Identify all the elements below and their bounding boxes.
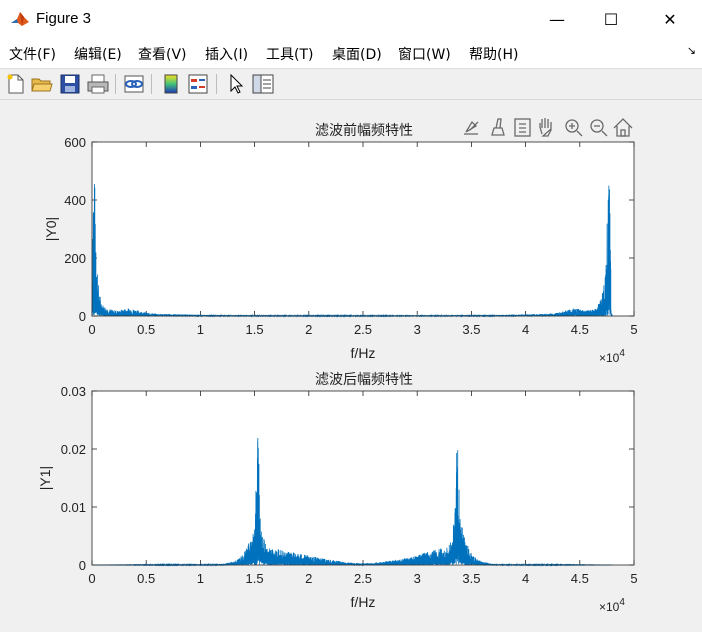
- x-tick-label: 2.5: [354, 322, 372, 337]
- home-icon[interactable]: [613, 118, 633, 137]
- y-axis-label: |Y1|: [37, 466, 53, 490]
- toolbar-separator: [115, 74, 116, 94]
- x-tick-label: 5: [630, 322, 637, 337]
- print-icon[interactable]: [86, 72, 110, 96]
- x-tick-label: 2.5: [354, 571, 372, 586]
- axis-ticks: 0 0.5 1 1.5 2 2.5 3 3.5 4 4.5 5 0 0.01 0.02 0.03: [61, 384, 638, 586]
- zoom-out-icon[interactable]: [590, 119, 608, 137]
- matlab-logo-icon: [10, 9, 30, 29]
- brush-icon[interactable]: [491, 118, 505, 136]
- maximize-button[interactable]: ☐: [603, 9, 619, 29]
- x-tick-label: 3: [414, 571, 421, 586]
- legend-icon[interactable]: [186, 72, 210, 96]
- y-tick-label: 0: [79, 309, 86, 324]
- close-button[interactable]: ✕: [663, 9, 677, 29]
- x-tick-label: 4.5: [571, 571, 589, 586]
- x-tick-label: 4: [522, 322, 529, 337]
- y-tick-label: 0.02: [61, 442, 86, 457]
- toolbar: [0, 69, 702, 100]
- y-tick-label: 0.01: [61, 500, 86, 515]
- menu-window[interactable]: 窗口(W): [398, 47, 451, 63]
- toolbar-separator: [216, 74, 217, 94]
- chart-title: 滤波后幅频特性: [315, 371, 413, 387]
- figure-canvas: 滤波前幅频特性 0 0.5 1 1.5 2 2.5 3 3.5 4 4.5 5 0 200 400 600 …: [2, 100, 699, 628]
- menu-insert[interactable]: 插入(I): [205, 47, 249, 63]
- y-tick-label: 0.03: [61, 384, 86, 399]
- link-plot-icon[interactable]: [122, 72, 146, 96]
- figure-svg: 滤波前幅频特性 0 0.5 1 1.5 2 2.5 3 3.5 4 4.5 50200400600 …: [37, 118, 638, 614]
- x-tick-label: 0: [88, 322, 95, 337]
- x-tick-label: 5: [630, 571, 637, 586]
- y-tick-label: 200: [64, 251, 86, 266]
- minimize-button[interactable]: —: [549, 9, 565, 29]
- x-tick-label: 4.5: [571, 322, 589, 337]
- axes-box: [91, 390, 635, 566]
- pointer-icon[interactable]: [224, 72, 248, 96]
- x-tick-label: 3.5: [462, 571, 480, 586]
- menu-file[interactable]: 文件(F): [9, 47, 56, 63]
- open-file-icon[interactable]: [30, 72, 54, 96]
- y-tick-label: 0: [79, 558, 86, 573]
- x-tick-label: 2: [305, 571, 312, 586]
- export-icon[interactable]: [464, 120, 479, 135]
- window-title: Figure 3: [36, 10, 92, 27]
- x-exponent-label: ×104: [599, 597, 625, 614]
- property-inspector-icon[interactable]: [251, 72, 275, 96]
- x-tick-label: 0: [88, 571, 95, 586]
- colorbar-icon[interactable]: [159, 72, 183, 96]
- pan-hand-icon[interactable]: [539, 118, 552, 137]
- y-tick-label: 600: [64, 135, 86, 150]
- x-tick-label: 3: [414, 322, 421, 337]
- menu-tools[interactable]: 工具(T): [266, 47, 314, 63]
- menu-edit[interactable]: 编辑(E): [74, 47, 122, 63]
- subplot-1: 滤波前幅频特性 0 0.5 1 1.5 2 2.5 3 3.5 4 4.5 50200400600 …: [43, 122, 638, 365]
- data-tips-icon[interactable]: [514, 118, 531, 137]
- y-tick-label: 400: [64, 193, 86, 208]
- axis-ticks: 0 0.5 1 1.5 2 2.5 3 3.5 4 4.5 5 0 200 400 600: [64, 135, 637, 337]
- x-tick-label: 4: [522, 571, 529, 586]
- x-tick-label: 1: [197, 571, 204, 586]
- menu-desktop[interactable]: 桌面(D): [332, 47, 382, 63]
- menu-help[interactable]: 帮助(H): [469, 47, 519, 63]
- axes-box: [91, 141, 635, 317]
- title-bar: Figure 3 — ☐ ✕: [0, 0, 702, 38]
- x-axis-label: f/Hz: [351, 594, 376, 610]
- x-tick-label: 3.5: [462, 322, 480, 337]
- save-icon[interactable]: [58, 72, 82, 96]
- axes-toolbar: [464, 118, 633, 137]
- axes-background: [92, 142, 634, 316]
- subplot-2: 滤波后幅频特性 0 0.5 1 1.5 2 2.5 3 3.5 4 4.5 5 0 0.01 0.02 0.…: [37, 371, 638, 614]
- menu-overflow-icon[interactable]: ↘: [686, 44, 696, 57]
- x-tick-label: 1: [197, 322, 204, 337]
- axes-background: [92, 391, 634, 565]
- x-tick-label: 1.5: [246, 571, 264, 586]
- x-tick-label: 0.5: [137, 322, 155, 337]
- menu-bar: 文件(F) 编辑(E) 查看(V) 插入(I) 工具(T) 桌面(D) 窗口(W…: [0, 38, 702, 69]
- x-tick-label: 1.5: [246, 322, 264, 337]
- new-figure-icon[interactable]: [4, 72, 28, 96]
- x-axis-label: f/Hz: [351, 345, 376, 361]
- x-exponent-label: ×104: [599, 348, 625, 365]
- x-tick-label: 0.5: [137, 571, 155, 586]
- chart-title: 滤波前幅频特性: [315, 122, 413, 138]
- x-tick-label: 2: [305, 322, 312, 337]
- zoom-in-icon[interactable]: [565, 119, 583, 137]
- y-axis-label: |Y0|: [43, 217, 59, 241]
- toolbar-separator: [151, 74, 152, 94]
- menu-view[interactable]: 查看(V): [138, 47, 187, 63]
